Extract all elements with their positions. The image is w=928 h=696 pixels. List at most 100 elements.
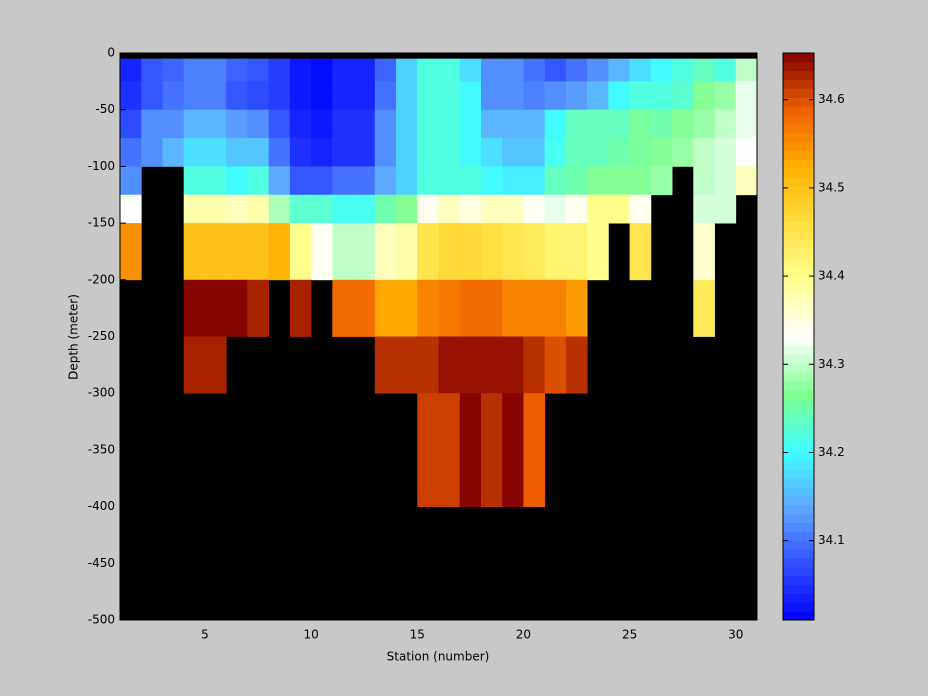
cell	[438, 109, 461, 139]
y-tick-label: -200	[88, 272, 115, 286]
colorbar-segment	[783, 345, 814, 355]
cell	[332, 279, 354, 337]
cell	[714, 166, 737, 196]
cell	[438, 279, 461, 337]
cell	[459, 336, 482, 394]
colorbar-segment	[783, 309, 814, 320]
cell	[672, 58, 694, 82]
cell	[459, 223, 482, 281]
colorbar-tick-label: 34.3	[818, 357, 845, 371]
cell	[332, 58, 354, 82]
colorbar-segment	[783, 221, 814, 231]
cell	[141, 81, 163, 111]
colorbar-segment	[783, 247, 814, 258]
cell	[629, 194, 652, 224]
cell	[480, 223, 503, 281]
cell	[480, 109, 503, 139]
cell	[396, 58, 418, 82]
colorbar-segment	[783, 106, 814, 116]
cell	[544, 58, 567, 82]
colorbar-segment	[783, 97, 814, 107]
colorbar-segment	[783, 115, 814, 125]
cell	[608, 81, 630, 111]
cell	[438, 194, 461, 224]
colorbar-segment	[783, 433, 814, 444]
cell	[459, 138, 482, 167]
colorbar-segment	[783, 602, 814, 612]
cell	[565, 336, 588, 394]
cell	[226, 81, 248, 111]
cell	[608, 138, 630, 167]
cell	[480, 393, 503, 507]
cell	[417, 194, 439, 224]
cell	[353, 109, 376, 139]
cell	[502, 336, 524, 394]
cell	[587, 194, 609, 224]
cell	[459, 194, 482, 224]
cell	[502, 393, 524, 507]
cell	[544, 336, 567, 394]
y-tick-label: -400	[88, 499, 115, 513]
cell	[162, 58, 185, 82]
cell	[247, 166, 270, 196]
colorbar-segment	[783, 53, 814, 63]
colorbar-segment	[783, 593, 814, 603]
colorbar-segment	[783, 336, 814, 346]
cell	[289, 166, 312, 196]
cell	[502, 81, 524, 111]
cell	[693, 194, 715, 224]
cell	[565, 109, 588, 139]
cell	[693, 223, 715, 281]
cell	[353, 194, 376, 224]
y-tick-label: 0	[107, 46, 115, 60]
cell	[247, 58, 270, 82]
cell	[587, 138, 609, 167]
cell	[311, 166, 333, 196]
colorbar-segment	[783, 566, 814, 577]
cell	[693, 81, 715, 111]
cell	[396, 336, 418, 394]
cell	[162, 81, 185, 111]
cell	[502, 166, 524, 196]
colorbar-segment	[783, 451, 814, 462]
cell	[672, 138, 694, 167]
cell	[417, 81, 439, 111]
cell	[226, 194, 248, 224]
colorbar-segment	[783, 540, 814, 550]
colorbar-tick-label: 34.1	[818, 533, 845, 547]
cell	[459, 81, 482, 111]
cell	[523, 336, 546, 394]
cell	[629, 166, 652, 196]
cell	[693, 279, 715, 337]
cell	[353, 279, 376, 337]
cell	[417, 223, 439, 281]
cell	[311, 81, 333, 111]
cell	[544, 223, 567, 281]
colorbar-segment	[783, 61, 814, 72]
cell	[565, 166, 588, 196]
cell	[183, 279, 206, 337]
y-tick-label: -250	[88, 329, 115, 343]
colorbar-segment	[783, 230, 814, 240]
cell	[693, 58, 715, 82]
cell	[714, 138, 737, 167]
cell	[268, 109, 291, 139]
cell	[565, 58, 588, 82]
cell	[183, 223, 206, 281]
colorbar-segment	[783, 557, 814, 568]
colorbar-segment	[783, 168, 814, 178]
colorbar-segment	[783, 185, 814, 196]
cell	[183, 81, 206, 111]
cell	[650, 166, 673, 196]
cell	[565, 138, 588, 167]
cell	[417, 166, 439, 196]
colorbar-segment	[783, 495, 814, 506]
colorbar-tick-label: 34.6	[818, 92, 845, 106]
cell	[268, 223, 291, 281]
colorbar-segment	[783, 398, 814, 408]
colorbar-segment	[783, 283, 814, 293]
cell	[693, 138, 715, 167]
cell	[417, 109, 439, 139]
cell	[438, 393, 461, 507]
